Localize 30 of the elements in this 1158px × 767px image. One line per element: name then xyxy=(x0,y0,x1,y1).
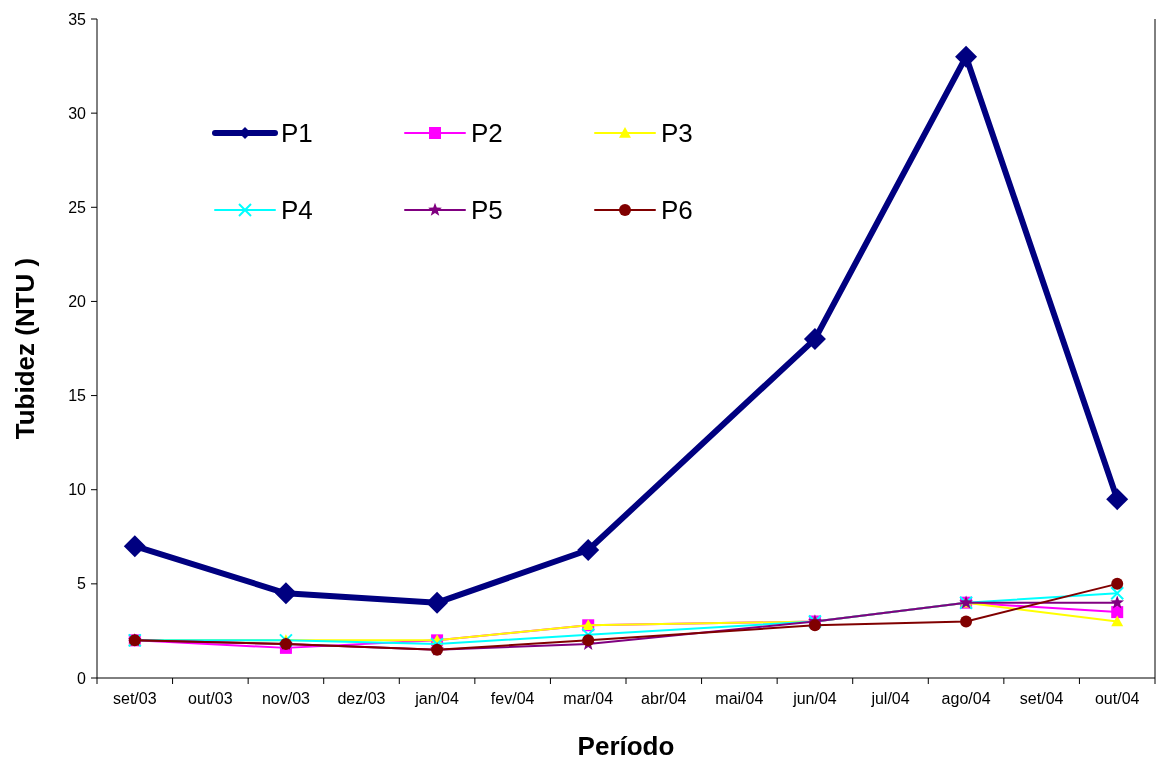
legend-label: P3 xyxy=(661,118,693,149)
x-tick-label: mai/04 xyxy=(715,690,764,707)
x-tick-label: jan/04 xyxy=(414,690,459,707)
legend-label: P2 xyxy=(471,118,503,149)
x-tick-label: mar/04 xyxy=(563,690,614,707)
y-tick-label: 10 xyxy=(68,481,87,499)
x-axis-title: Período xyxy=(577,731,675,761)
y-tick-label: 35 xyxy=(68,10,87,28)
x-tick-label: dez/03 xyxy=(337,690,386,707)
y-tick-label: 30 xyxy=(68,104,87,122)
y-tick-label: 20 xyxy=(68,293,87,311)
y-tick-label: 15 xyxy=(68,387,87,405)
y-tick-label: 25 xyxy=(68,198,87,216)
x-tick-label: abr/04 xyxy=(641,690,687,707)
y-tick-label: 5 xyxy=(77,575,87,593)
x-tick-label: out/04 xyxy=(1094,690,1140,707)
legend-label: P6 xyxy=(661,195,693,226)
x-tick-label: out/03 xyxy=(188,690,233,707)
x-tick-label: nov/03 xyxy=(261,690,311,707)
legend-label: P5 xyxy=(471,195,503,226)
x-tick-label: set/04 xyxy=(1019,690,1064,707)
x-tick-label: jun/04 xyxy=(792,690,837,707)
x-tick-label: jul/04 xyxy=(870,690,910,707)
y-tick-label: 0 xyxy=(77,669,87,687)
y-axis-title: Tubidez (NTU ) xyxy=(10,257,40,440)
x-tick-label: ago/04 xyxy=(941,690,991,707)
legend-label: P4 xyxy=(281,195,313,226)
legend-label: P1 xyxy=(281,118,313,149)
x-tick-label: fev/04 xyxy=(490,690,535,707)
x-tick-label: set/03 xyxy=(112,690,157,707)
